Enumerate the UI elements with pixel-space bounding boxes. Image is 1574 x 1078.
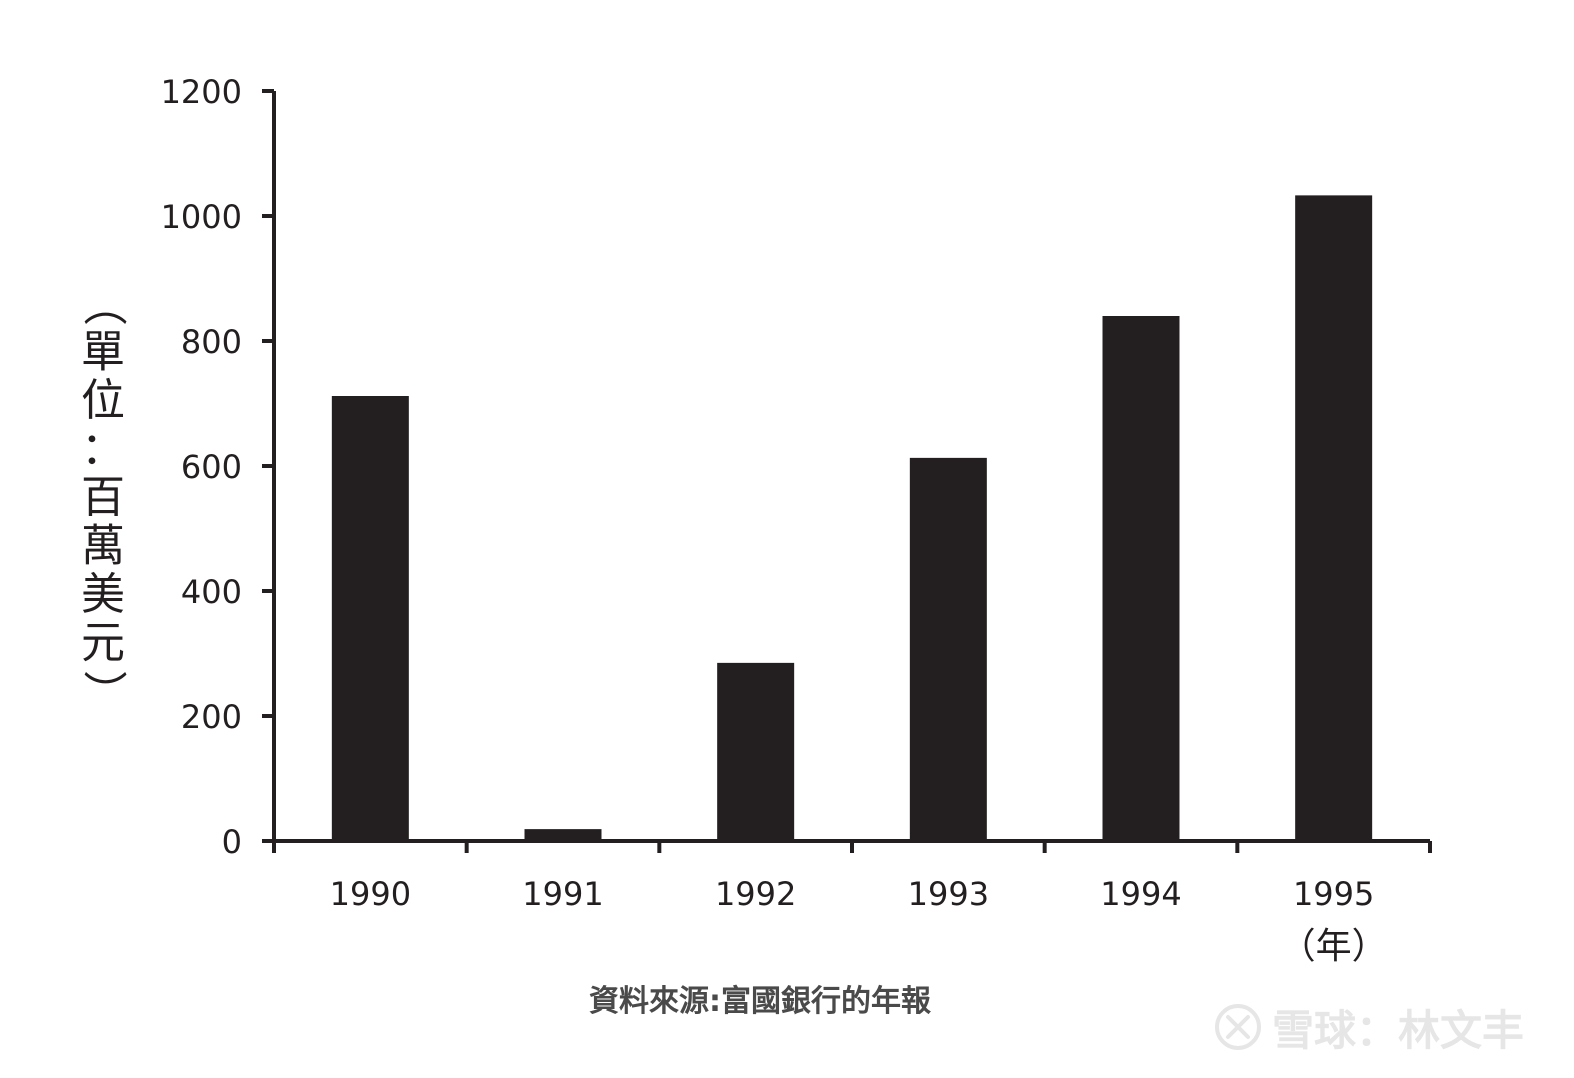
watermark-text: 雪球：林文丰: [1271, 1005, 1524, 1055]
y-ticks-group: 0 200 400 600 800 1000 1200: [161, 73, 274, 861]
y-tick-label-1200: 1200: [161, 73, 242, 111]
snowball-logo-icon: [1214, 1004, 1261, 1050]
y-axis-label-char: 位: [81, 375, 125, 426]
x-tick-label-1993: 1993: [908, 875, 989, 913]
y-axis-label-char: ）: [78, 670, 129, 714]
x-tick-label-1995: 1995: [1293, 875, 1374, 913]
bar-1990: [331, 396, 409, 841]
y-axis-label-char: 元: [81, 618, 125, 669]
source-caption: 資料來源:富國銀行的年報: [589, 984, 931, 1019]
y-tick-label-600: 600: [181, 448, 242, 486]
bar-1993: [909, 457, 987, 841]
y-axis-label-char: 萬: [81, 521, 125, 572]
bar-1992: [717, 662, 795, 841]
x-tick-label-1994: 1994: [1100, 875, 1181, 913]
watermark: 雪球：林文丰: [1214, 1000, 1524, 1055]
x-ticks-group: 1990 1991 1992 1993 1994 1995: [272, 841, 1432, 913]
bar-1994: [1102, 316, 1180, 841]
x-tick-label-1990: 1990: [330, 875, 411, 913]
y-axis-label-char: 單: [81, 327, 125, 378]
axes-group: [272, 91, 1430, 853]
y-axis-label-char: 百: [81, 472, 125, 523]
y-axis-label-char: ：: [81, 424, 125, 475]
y-axis-label-char: 美: [81, 569, 125, 620]
x-tick-label-1992: 1992: [715, 875, 796, 913]
bar-1995: [1295, 195, 1373, 841]
y-axis-label-char: （: [78, 282, 129, 326]
x-axis-unit-label: （年）: [1280, 926, 1388, 967]
x-tick-label-1991: 1991: [522, 875, 603, 913]
bars-group: [331, 195, 1373, 841]
y-tick-label-400: 400: [181, 573, 242, 611]
y-tick-label-0: 0: [222, 823, 242, 861]
y-tick-label-800: 800: [181, 323, 242, 361]
y-tick-label-200: 200: [181, 698, 242, 736]
y-tick-label-1000: 1000: [161, 198, 242, 236]
bar-1991: [524, 829, 602, 841]
